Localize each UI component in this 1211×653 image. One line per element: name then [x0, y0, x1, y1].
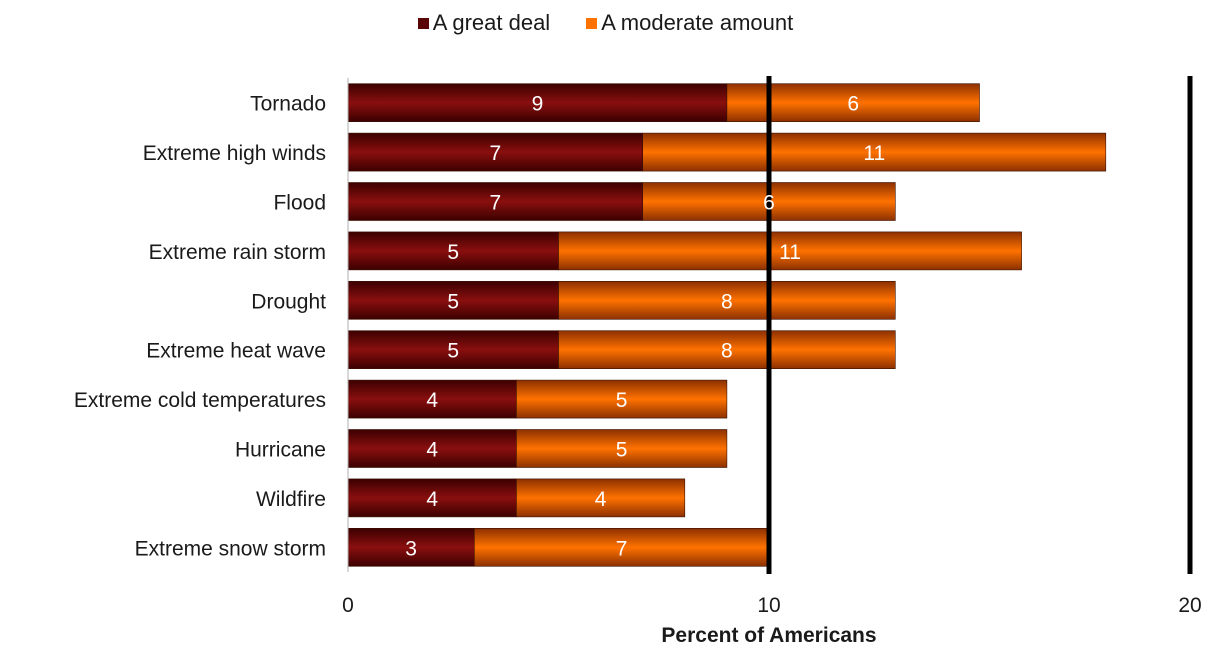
category-label-7: Hurricane [235, 439, 326, 462]
data-label-moderate-amount-9: 7 [616, 537, 628, 560]
legend-label-moderate-amount: A moderate amount [601, 10, 794, 35]
bar-moderate-amount-7 [516, 429, 728, 468]
data-label-moderate-amount-8: 4 [595, 488, 607, 511]
category-label-8: Wildfire [256, 488, 326, 511]
x-axis-title: Percent of Americans [661, 624, 876, 647]
category-label-2: Flood [273, 192, 326, 215]
category-label-6: Extreme cold temperatures [74, 389, 326, 412]
bar-great-deal-9 [347, 527, 475, 567]
legend-label-great-deal: A great deal [432, 10, 551, 35]
x-tick-label-1: 10 [757, 594, 780, 617]
legend-swatch-moderate-amount [586, 17, 598, 29]
category-label-1: Extreme high winds [143, 142, 326, 165]
data-label-great-deal-2: 7 [490, 192, 502, 215]
category-label-9: Extreme snow storm [135, 537, 326, 560]
category-label-4: Drought [251, 290, 326, 313]
data-label-moderate-amount-1: 11 [863, 142, 885, 165]
data-label-great-deal-0: 9 [532, 93, 544, 116]
legend-swatch-great-deal [417, 17, 429, 29]
data-labels-group: 9 6 7 11 7 6 5 11 5 8 5 8 4 5 4 5 4 4 3 7 [405, 93, 885, 561]
bar-moderate-amount-6 [516, 379, 728, 419]
data-label-moderate-amount-2: 6 [763, 192, 775, 215]
bar-moderate-amount-3 [558, 231, 1022, 271]
bar-great-deal-8 [347, 478, 517, 518]
category-label-3: Extreme rain storm [149, 241, 326, 264]
bar-moderate-amount-1 [642, 132, 1107, 172]
bar-moderate-amount-4 [558, 280, 896, 320]
legend: A great deal A moderate amount [0, 8, 1211, 38]
bar-moderate-amount-5 [558, 330, 896, 370]
category-labels-group: Tornado Extreme high winds Flood Extreme ra… [74, 93, 326, 561]
reference-lines [766, 76, 1193, 574]
bar-moderate-amount-8 [516, 478, 686, 518]
data-label-great-deal-1: 7 [490, 142, 502, 165]
bar-great-deal-3 [347, 231, 559, 271]
bars-group [347, 83, 1107, 567]
data-label-great-deal-9: 3 [405, 537, 417, 560]
legend-item-moderate-amount: A moderate amount [586, 10, 793, 36]
bar-great-deal-6 [347, 379, 517, 419]
data-label-great-deal-4: 5 [447, 290, 459, 313]
data-label-great-deal-8: 4 [426, 488, 438, 511]
bar-great-deal-7 [347, 429, 517, 468]
data-label-moderate-amount-5: 8 [721, 340, 733, 363]
data-label-moderate-amount-7: 5 [616, 439, 628, 462]
category-label-5: Extreme heat wave [146, 340, 326, 363]
bar-great-deal-1 [347, 132, 644, 172]
data-label-moderate-amount-6: 5 [616, 389, 628, 412]
data-label-moderate-amount-3: 11 [779, 241, 801, 264]
data-label-moderate-amount-4: 8 [721, 290, 733, 313]
category-label-0: Tornado [250, 93, 326, 116]
x-tick-labels-group: 0 10 20 [342, 594, 1202, 617]
bar-great-deal-5 [347, 330, 559, 370]
data-label-great-deal-3: 5 [447, 241, 459, 264]
x-tick-label-2: 20 [1178, 594, 1201, 617]
bar-moderate-amount-9 [473, 527, 770, 567]
data-label-great-deal-5: 5 [447, 340, 459, 363]
data-label-moderate-amount-0: 6 [847, 93, 859, 116]
data-label-great-deal-7: 4 [426, 439, 438, 462]
legend-item-great-deal: A great deal [417, 10, 551, 36]
bar-great-deal-2 [347, 182, 644, 221]
x-tick-label-0: 0 [342, 594, 354, 617]
data-label-great-deal-6: 4 [426, 389, 438, 412]
